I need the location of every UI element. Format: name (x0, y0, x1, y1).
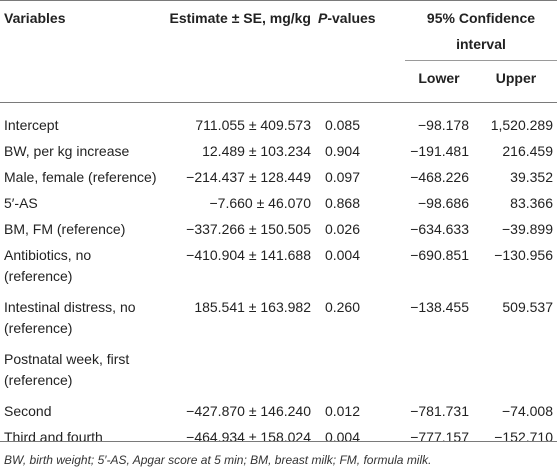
header-pvalues-rest: -values (327, 10, 376, 26)
header-pvalues-p: P (318, 10, 328, 26)
table-row-estimate: 185.541 ± 163.982 (194, 299, 311, 315)
table-row-variable: BM, FM (reference) (4, 221, 126, 237)
table-row-variable: Intercept (4, 117, 59, 133)
table-row-ci-upper: −130.956 (494, 247, 553, 263)
table-row-ci-lower: −138.455 (410, 299, 469, 315)
table-row-ci-lower: −777.157 (410, 429, 469, 445)
table-row-pvalue: 0.904 (324, 143, 360, 159)
ci-subheader-rule (405, 60, 557, 61)
table-row-ci-upper: 83.366 (510, 195, 553, 211)
table-footnote: BW, birth weight; 5′-AS, Apgar score at … (4, 453, 432, 467)
table-row-variable: Antibiotics, no (4, 247, 92, 263)
top-rule (0, 0, 557, 1)
header-ci-line2: interval (456, 36, 506, 52)
table-row-estimate: −214.437 ± 128.449 (186, 169, 311, 185)
bottom-rule (0, 441, 557, 442)
table-row-estimate: −427.870 ± 146.240 (186, 403, 311, 419)
header-estimate: Estimate ± SE, mg/kg (169, 10, 311, 26)
table-row-estimate: −337.266 ± 150.505 (186, 221, 311, 237)
table-row-estimate: −464.934 ± 158.024 (186, 429, 311, 445)
header-ci-line1: 95% Confidence (426, 10, 536, 26)
table-row-estimate: 711.055 ± 409.573 (195, 117, 311, 133)
table-row-ci-upper: 1,520.289 (490, 117, 553, 133)
header-upper: Upper (495, 70, 537, 86)
table-row-variable: Intestinal distress, no (4, 299, 136, 315)
table-row-ci-lower: −690.851 (410, 247, 469, 263)
table-row-pvalue: 0.868 (324, 195, 360, 211)
table-row-estimate: −7.660 ± 46.070 (209, 195, 312, 211)
table-row-ci-upper: −74.008 (502, 403, 553, 419)
table-row-pvalue: 0.260 (324, 299, 360, 315)
table-row-pvalue: 0.012 (324, 403, 360, 419)
table-row-variable: (reference) (4, 320, 73, 336)
table-row-variable: 5′-AS (4, 195, 38, 211)
table-row-ci-upper: −39.899 (502, 221, 553, 237)
table-row-ci-upper: 509.537 (502, 299, 553, 315)
header-variables: Variables (4, 10, 66, 26)
table-row-variable: (reference) (4, 372, 73, 388)
header-lower: Lower (418, 70, 460, 86)
table-row-ci-lower: −98.686 (418, 195, 469, 211)
table-row-ci-lower: −634.633 (410, 221, 469, 237)
table-row-pvalue: 0.026 (324, 221, 360, 237)
table-row-estimate: 12.489 ± 103.234 (202, 143, 311, 159)
table-row-pvalue: 0.004 (324, 247, 360, 263)
table-row-ci-lower: −468.226 (410, 169, 469, 185)
table-row-variable: Postnatal week, first (4, 351, 130, 367)
header-pvalues: P-values (318, 8, 376, 29)
table-row-variable: (reference) (4, 268, 73, 284)
table-row-pvalue: 0.004 (324, 429, 360, 445)
table-row-estimate: −410.904 ± 141.688 (186, 247, 311, 263)
table-row-variable: BW, per kg increase (4, 143, 130, 159)
table-row-ci-upper: 39.352 (510, 169, 553, 185)
table-row-variable: Third and fourth (4, 429, 103, 445)
table-row-pvalue: 0.085 (324, 117, 360, 133)
header-rule (0, 102, 557, 103)
table-row-ci-lower: −191.481 (410, 143, 469, 159)
table-row-ci-upper: −152.710 (494, 429, 553, 445)
table-row-ci-lower: −781.731 (410, 403, 469, 419)
table-row-variable: Second (4, 403, 52, 419)
table-row-ci-lower: −98.178 (418, 117, 469, 133)
table-row-variable: Male, female (reference) (4, 169, 157, 185)
table-row-ci-upper: 216.459 (502, 143, 553, 159)
table-row-pvalue: 0.097 (324, 169, 360, 185)
